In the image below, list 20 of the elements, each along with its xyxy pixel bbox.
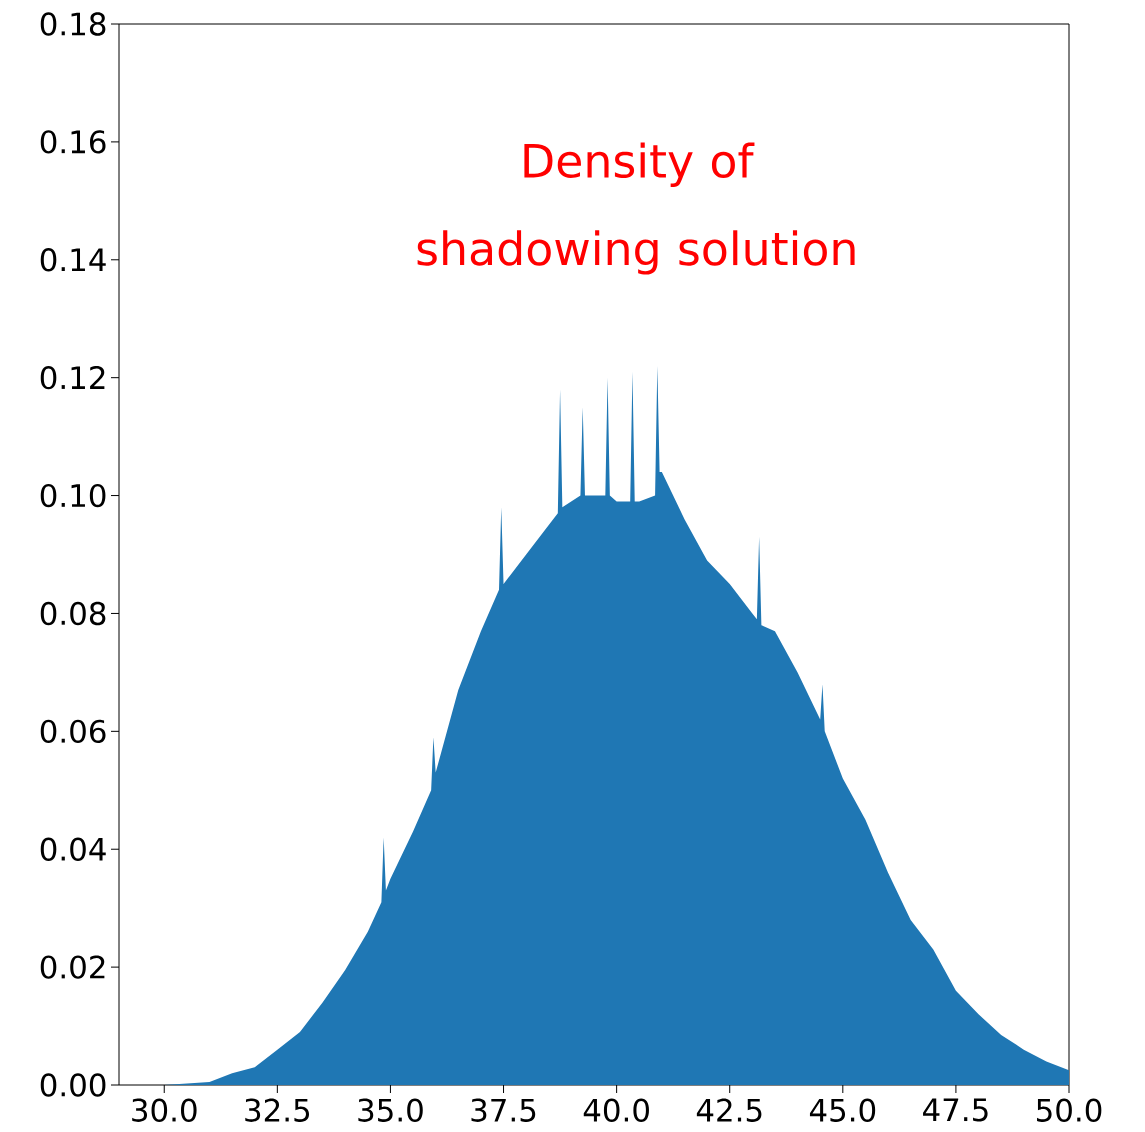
y-tick-label: 0.06	[40, 719, 106, 744]
y-tick-label: 0.04	[40, 837, 106, 861]
y-tick-label: 0.14	[40, 248, 106, 272]
y-tick-label: 0.18	[40, 12, 106, 36]
x-tick-label: 40.0	[583, 1098, 649, 1122]
y-tick-label: 0.02	[40, 955, 105, 979]
annotation: Density of shadowing solution	[417, 142, 855, 275]
y-tick-label: 0.12	[40, 365, 105, 390]
y-tick-label: 0.16	[40, 130, 106, 154]
x-tick-label: 45.0	[809, 1098, 876, 1122]
x-tick-label: 32.5	[245, 1098, 310, 1122]
x-tick-label: 30.0	[132, 1098, 197, 1122]
x-tick-label: 37.5	[471, 1098, 536, 1122]
x-tick-label: 50.0	[1037, 1098, 1102, 1122]
x-tick-label: 42.5	[696, 1098, 762, 1122]
y-tick-label: 0.00	[40, 1073, 106, 1097]
y-tick-label: 0.08	[40, 601, 106, 626]
x-tick-label: 47.5	[923, 1098, 988, 1122]
y-tick-label: 0.10	[40, 483, 106, 508]
x-tick-label: 35.0	[358, 1098, 423, 1122]
